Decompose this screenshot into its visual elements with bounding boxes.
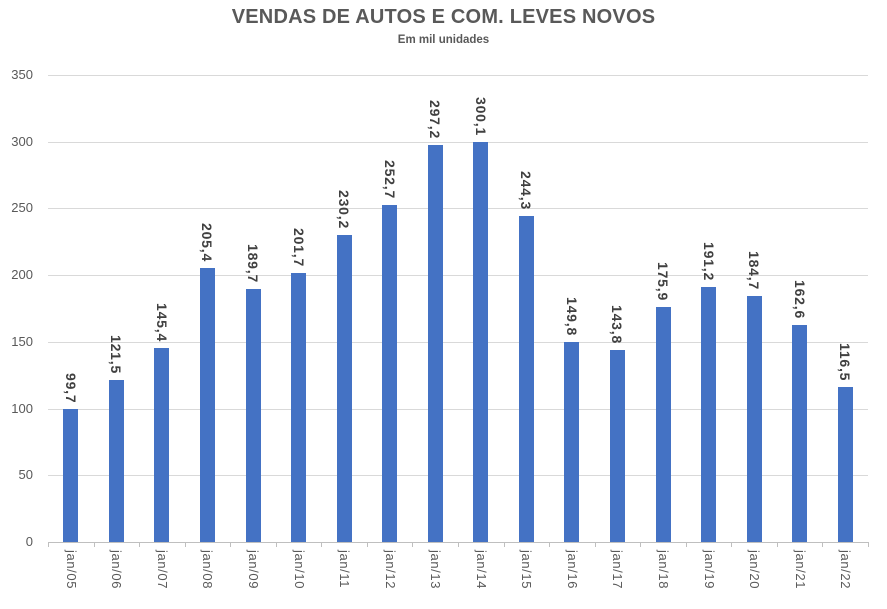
- bar: [610, 350, 625, 542]
- y-axis-label: 350: [11, 67, 33, 82]
- y-axis-label: 50: [18, 467, 33, 482]
- x-axis-label: jan/18: [656, 550, 671, 590]
- x-axis-label: jan/06: [109, 550, 124, 590]
- x-axis-label: jan/11: [337, 550, 352, 589]
- x-axis-label: jan/16: [565, 550, 580, 590]
- x-axis-tick: [549, 542, 550, 547]
- x-axis-label: jan/13: [428, 550, 443, 590]
- bar-value-label: 205,4: [199, 222, 215, 262]
- x-axis-label: jan/07: [155, 550, 170, 590]
- x-axis-tick: [731, 542, 732, 547]
- bar: [109, 380, 124, 542]
- gridline: [48, 208, 868, 209]
- bar: [656, 307, 671, 542]
- bar-value-label: 145,4: [154, 302, 170, 342]
- x-axis-tick: [321, 542, 322, 547]
- x-axis-tick: [94, 542, 95, 547]
- x-axis-tick: [230, 542, 231, 547]
- chart-subtitle: Em mil unidades: [397, 34, 490, 46]
- x-axis-label: jan/21: [793, 550, 808, 590]
- x-axis-tick: [686, 542, 687, 547]
- x-axis-tick: [504, 542, 505, 547]
- bar-value-label: 230,2: [336, 189, 352, 229]
- x-axis-tick: [458, 542, 459, 547]
- y-axis-label: 150: [11, 334, 33, 349]
- bar: [428, 145, 443, 542]
- bar: [519, 216, 534, 542]
- x-axis-tick: [777, 542, 778, 547]
- x-axis-label: jan/08: [200, 550, 215, 590]
- x-axis-label: jan/22: [838, 550, 853, 590]
- x-axis-tick: [139, 542, 140, 547]
- bar: [838, 387, 853, 542]
- x-axis-tick: [868, 542, 869, 547]
- gridline: [48, 409, 868, 410]
- bar: [747, 296, 762, 542]
- bar-value-label: 175,9: [655, 261, 671, 301]
- x-axis-label: jan/12: [383, 550, 398, 590]
- gridline: [48, 142, 868, 143]
- bar-value-label: 184,7: [746, 250, 762, 290]
- x-axis-label: jan/19: [702, 550, 717, 590]
- bar-value-label: 300,1: [473, 96, 489, 136]
- bar: [701, 287, 716, 542]
- bar-value-label: 143,8: [609, 304, 625, 344]
- gridline: [48, 75, 868, 76]
- x-axis-tick: [822, 542, 823, 547]
- bar: [200, 268, 215, 542]
- bar: [246, 289, 261, 542]
- x-axis-tick: [185, 542, 186, 547]
- bar: [473, 142, 488, 542]
- bar-value-label: 116,5: [837, 342, 853, 381]
- bar-value-label: 191,2: [701, 241, 717, 281]
- gridline: [48, 275, 868, 276]
- x-axis-label: jan/20: [747, 550, 762, 590]
- bar: [291, 273, 306, 542]
- y-axis-label: 100: [11, 401, 33, 416]
- bar: [564, 342, 579, 542]
- bar-value-label: 244,3: [518, 170, 534, 210]
- bar-value-label: 252,7: [382, 159, 398, 199]
- bar-value-label: 121,5: [108, 334, 124, 374]
- y-axis-label: 300: [11, 134, 33, 149]
- gridline: [48, 475, 868, 476]
- bar: [382, 205, 397, 542]
- bar-value-label: 162,6: [792, 279, 808, 319]
- bar: [337, 235, 352, 542]
- y-axis-label: 200: [11, 267, 33, 282]
- bar-value-label: 149,8: [564, 296, 580, 336]
- bar: [792, 325, 807, 542]
- bar: [154, 348, 169, 542]
- bar-value-label: 297,2: [427, 99, 443, 139]
- x-axis-tick: [412, 542, 413, 547]
- bar-value-label: 99,7: [63, 372, 79, 403]
- x-axis-label: jan/09: [246, 550, 261, 590]
- y-axis-label: 0: [25, 534, 33, 549]
- x-axis-tick: [595, 542, 596, 547]
- bar: [63, 409, 78, 542]
- x-axis-label: jan/17: [610, 550, 625, 590]
- x-axis-label: jan/05: [64, 550, 79, 590]
- x-axis-tick: [48, 542, 49, 547]
- chart-title: VENDAS DE AUTOS E COM. LEVES NOVOS: [231, 6, 656, 28]
- x-axis-tick: [640, 542, 641, 547]
- x-axis-label: jan/15: [519, 550, 534, 590]
- x-axis-label: jan/14: [474, 550, 489, 590]
- bar-value-label: 201,7: [291, 227, 307, 267]
- gridline: [48, 342, 868, 343]
- x-axis-label: jan/10: [292, 550, 307, 590]
- x-axis-tick: [276, 542, 277, 547]
- bar-value-label: 189,7: [245, 243, 261, 283]
- y-axis-label: 250: [11, 200, 33, 215]
- x-axis-tick: [367, 542, 368, 547]
